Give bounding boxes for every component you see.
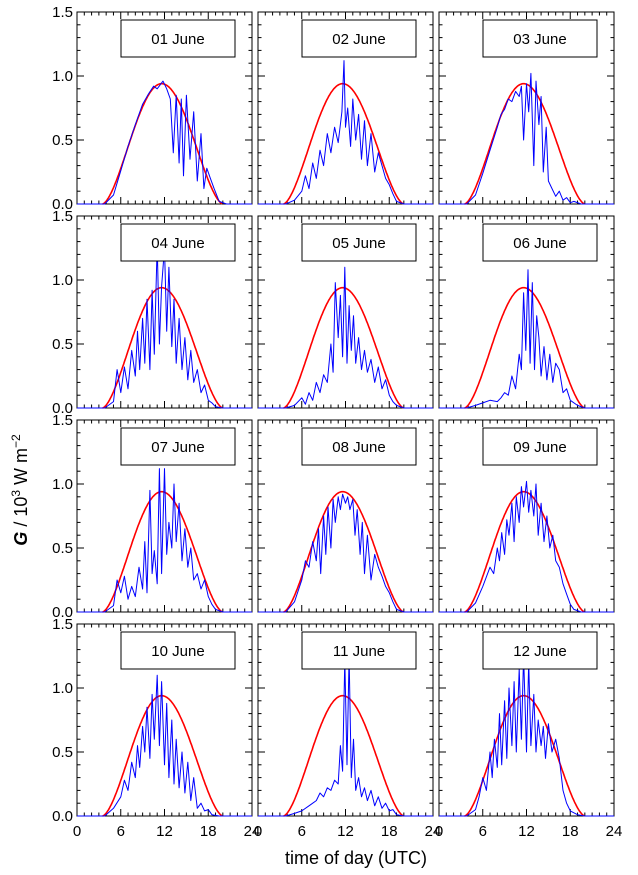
panel: 0 6 12 18 24 12 June: [435, 623, 623, 840]
date-label-box: [301, 631, 417, 670]
date-label-box: [120, 19, 236, 58]
panel: 0.0 0.5 1.0 1.5 0 6 12 18 24 10 June: [52, 616, 260, 840]
date-label: 10 June: [151, 643, 204, 660]
clear-sky-line: [464, 82, 585, 205]
clear-sky-line: [102, 286, 223, 409]
clear-sky-line: [283, 286, 404, 409]
date-label: 12 June: [513, 643, 566, 660]
x-tick-label: 0: [435, 823, 443, 840]
y-axis-unit-exponent: −2: [9, 434, 23, 448]
panel: 0 6 12 18 24 11 June: [254, 623, 442, 840]
x-tick-label: 12: [156, 823, 173, 840]
date-label: 09 June: [513, 439, 566, 456]
panel: 0.0 0.5 1.0 1.5 07 June: [52, 412, 253, 621]
date-label-box: [301, 223, 417, 262]
date-label: 06 June: [513, 235, 566, 252]
x-tick-label: 18: [200, 823, 217, 840]
date-label-box: [482, 631, 598, 670]
x-tick-label: 18: [381, 823, 398, 840]
y-tick-label: 0.5: [52, 132, 73, 149]
measured-line: [77, 468, 252, 613]
measured-line: [77, 243, 252, 409]
date-label: 08 June: [332, 439, 385, 456]
date-label: 03 June: [513, 31, 566, 48]
panel: 03 June: [438, 11, 615, 205]
date-label-box: [482, 223, 598, 262]
clear-sky-line: [283, 82, 404, 205]
y-axis-unit: W m: [11, 448, 31, 490]
y-axis-title: G / 103 W m−2: [9, 434, 31, 546]
y-axis-exponent: 3: [9, 490, 23, 497]
x-tick-label: 18: [562, 823, 579, 840]
clear-sky-line: [283, 694, 404, 817]
y-tick-label: 0.5: [52, 744, 73, 761]
date-label: 11 June: [333, 643, 385, 660]
panel: 09 June: [438, 419, 615, 613]
measured-line: [258, 266, 433, 409]
panel: 02 June: [257, 11, 434, 205]
x-tick-label: 0: [73, 823, 81, 840]
y-axis-text: / 10: [11, 497, 31, 532]
date-label: 02 June: [332, 31, 385, 48]
x-tick-label: 6: [479, 823, 487, 840]
y-tick-label: 0.0: [52, 604, 73, 621]
measured-line: [77, 80, 252, 205]
measured-line: [258, 655, 433, 817]
measured-line: [77, 674, 252, 817]
date-label-box: [482, 19, 598, 58]
clear-sky-line: [102, 490, 223, 613]
x-axis-title: time of day (UTC): [285, 848, 427, 868]
date-label-box: [301, 19, 417, 58]
clear-sky-line: [464, 694, 585, 817]
x-tick-label: 6: [117, 823, 125, 840]
y-axis-symbol: G: [11, 532, 31, 546]
date-label: 04 June: [151, 235, 204, 252]
y-tick-label: 1.0: [52, 272, 73, 289]
x-tick-label: 0: [254, 823, 262, 840]
x-tick-label: 12: [337, 823, 354, 840]
date-label-box: [120, 427, 236, 466]
date-label: 01 June: [151, 31, 204, 48]
y-tick-label: 1.0: [52, 476, 73, 493]
x-tick-label: 12: [518, 823, 535, 840]
measured-line: [439, 72, 614, 205]
y-tick-label: 1.0: [52, 680, 73, 697]
y-tick-label: 1.0: [52, 68, 73, 85]
x-tick-label: 24: [425, 823, 442, 840]
y-tick-label: 0.0: [52, 808, 73, 825]
date-label: 07 June: [151, 439, 204, 456]
y-tick-label: 1.5: [52, 4, 73, 21]
panel: 06 June: [438, 215, 615, 409]
measured-line: [439, 480, 614, 613]
clear-sky-line: [283, 490, 404, 613]
y-tick-label: 0.5: [52, 540, 73, 557]
panels-grid: 0.0 0.5 1.0 1.5 01 June 02 June 03 June 0.0 0.5 1…: [52, 4, 622, 840]
panel: 05 June: [257, 215, 434, 409]
panel: 0.0 0.5 1.0 1.5 04 June: [52, 208, 253, 417]
x-tick-label: 24: [244, 823, 261, 840]
date-label-box: [482, 427, 598, 466]
clear-sky-line: [464, 490, 585, 613]
date-label: 05 June: [332, 235, 385, 252]
measured-line: [439, 269, 614, 409]
date-label-box: [120, 631, 236, 670]
measured-line: [258, 493, 433, 613]
y-tick-label: 0.5: [52, 336, 73, 353]
date-label-box: [301, 427, 417, 466]
x-tick-label: 6: [298, 823, 306, 840]
y-tick-label: 1.5: [52, 208, 73, 225]
panel: 0.0 0.5 1.0 1.5 01 June: [52, 4, 253, 213]
y-tick-label: 1.5: [52, 412, 73, 429]
x-tick-label: 24: [606, 823, 623, 840]
panel: 08 June: [257, 419, 434, 613]
date-label-box: [120, 223, 236, 262]
y-tick-label: 1.5: [52, 616, 73, 633]
clear-sky-line: [464, 286, 585, 409]
y-tick-label: 0.0: [52, 196, 73, 213]
y-tick-label: 0.0: [52, 400, 73, 417]
measured-line: [258, 60, 433, 205]
measured-line: [439, 655, 614, 817]
